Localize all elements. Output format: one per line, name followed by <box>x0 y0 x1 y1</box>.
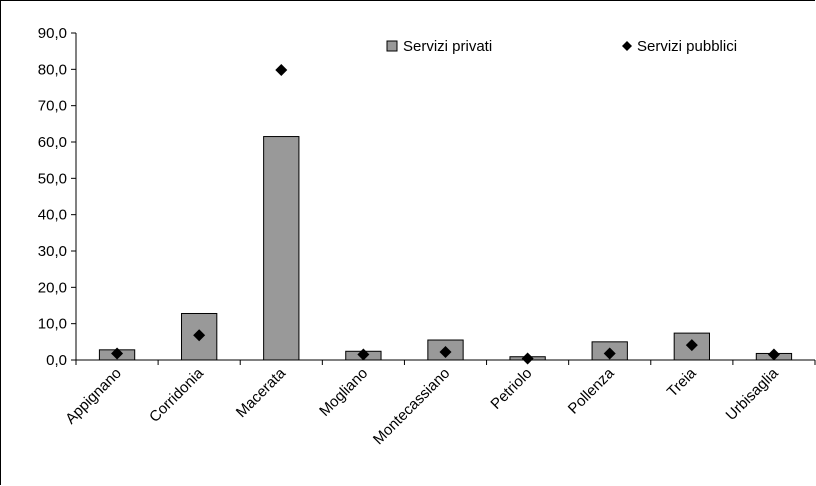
y-tick-label: 80,0 <box>38 61 67 78</box>
x-tick-label: Mogliano <box>316 365 371 420</box>
x-tick-label: Montecassiano <box>370 365 453 448</box>
y-tick-label: 50,0 <box>38 170 67 187</box>
point <box>357 348 370 361</box>
x-tick-label: Treia <box>664 364 700 400</box>
x-tick-label: Macerata <box>233 364 290 421</box>
x-tick-label: Petriolo <box>487 365 535 413</box>
y-tick-label: 0,0 <box>46 352 67 369</box>
legend-label-servizi-privati: Servizi privati <box>403 38 492 55</box>
y-tick-label: 90,0 <box>38 25 67 42</box>
point <box>439 346 452 359</box>
points-servizi-pubblici <box>111 64 780 365</box>
point <box>275 64 288 77</box>
point <box>521 352 534 365</box>
y-tick-label: 60,0 <box>38 134 67 151</box>
x-tick-label: Urbisaglia <box>723 364 783 424</box>
legend: Servizi privati Servizi pubblici <box>386 38 737 55</box>
point <box>193 329 206 342</box>
y-tick-label: 10,0 <box>38 316 67 333</box>
point <box>603 347 616 360</box>
x-tick-label: Corridonia <box>146 364 207 425</box>
y-tick-label: 20,0 <box>38 279 67 296</box>
y-tick-label: 70,0 <box>38 98 67 115</box>
y-tick-label: 30,0 <box>38 243 67 260</box>
point <box>767 348 780 361</box>
bar <box>263 136 300 361</box>
legend-label-servizi-pubblici: Servizi pubblici <box>637 38 737 55</box>
x-tick-label: Pollenza <box>565 364 618 417</box>
y-axis: 0,0 10,0 20,0 30,0 40,0 50,0 60,0 70,0 80,0 90,0 <box>38 25 77 369</box>
point <box>111 347 124 360</box>
x-tick-label: Appignano <box>62 365 125 428</box>
bars-servizi-privati <box>98 136 793 361</box>
x-axis: Appignano Corridonia Macerata MoglianoMonte… <box>62 359 816 448</box>
point <box>685 339 698 352</box>
y-tick-label: 40,0 <box>38 207 67 224</box>
legend-swatch-servizi-privati <box>386 40 398 52</box>
legend-marker-servizi-pubblici <box>622 41 632 51</box>
